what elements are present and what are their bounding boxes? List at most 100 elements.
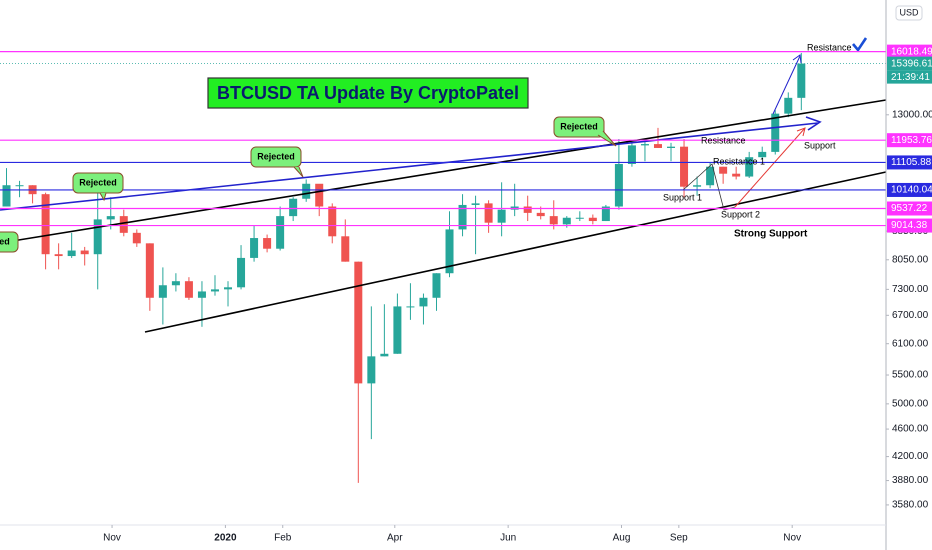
y-tick-label: 6100.00	[892, 338, 929, 349]
candle-body	[171, 281, 180, 286]
candle-body	[667, 146, 676, 148]
candle-body	[2, 185, 11, 207]
candle-body	[197, 291, 206, 298]
candle-body	[640, 144, 649, 146]
bubble: Rejected	[72, 172, 124, 202]
candle-body	[693, 185, 702, 187]
candle-body	[41, 194, 50, 255]
annotation: Rejected	[257, 151, 295, 161]
x-tick-label: Aug	[613, 533, 631, 544]
candles	[2, 52, 806, 483]
candle-body	[797, 63, 806, 98]
bubble: Rejected	[0, 231, 19, 253]
candle-body	[67, 250, 76, 257]
currency-box	[895, 5, 923, 21]
annotation: Strong Support	[734, 229, 808, 240]
candle-body	[614, 163, 623, 207]
candle-body	[158, 285, 167, 298]
annotation: Resistance	[701, 135, 746, 145]
level-tag	[887, 182, 932, 197]
candle-body	[471, 203, 480, 205]
arrow	[734, 127, 806, 208]
level-tag-label: 16018.49	[891, 46, 932, 57]
candle-body	[406, 306, 415, 308]
y-tick-label: 3580.00	[892, 500, 929, 511]
candle-body	[706, 166, 715, 186]
candle-body	[15, 185, 24, 187]
candle-body	[536, 212, 545, 217]
candle-body	[680, 146, 689, 187]
y-tick-label: 8050.00	[892, 254, 929, 265]
level-tag-label: 11105.88	[891, 157, 932, 168]
arrow-head	[796, 127, 806, 137]
bubble-box	[553, 116, 605, 138]
check-mark	[852, 37, 868, 53]
arrow-head	[792, 54, 802, 64]
y-tick-label: 5500.00	[892, 370, 929, 381]
level-tag-label: 9014.38	[891, 220, 928, 231]
candle-body	[601, 206, 610, 222]
candle-body	[732, 173, 741, 177]
x-tick-label: Apr	[387, 533, 403, 544]
level-tag-label: 9537.22	[891, 203, 928, 214]
candle-body	[588, 217, 597, 222]
level-tag	[887, 155, 932, 170]
candle-body	[653, 144, 662, 148]
annotation: Resistance 1	[713, 156, 765, 166]
arrow	[772, 55, 801, 115]
candle-body	[719, 166, 728, 174]
candle-body	[354, 261, 363, 384]
candle-body	[328, 206, 337, 237]
countdown-tag	[887, 70, 932, 84]
bubble: Rejected	[553, 116, 617, 147]
candle-body	[497, 209, 506, 223]
candle-body	[250, 238, 259, 258]
price-axis-bg	[886, 0, 932, 550]
annotation: Rejected	[79, 177, 117, 187]
annotation: Support	[804, 140, 836, 150]
candle-body	[445, 229, 454, 274]
bubble-tail	[99, 192, 107, 202]
chart-title: BTCUSD TA Update By CryptoPatel	[217, 83, 519, 103]
candle-body	[54, 254, 63, 257]
candle-body	[380, 353, 389, 357]
y-tick-label: 3880.00	[892, 475, 929, 486]
level-tag-label: 15396.61	[891, 58, 932, 69]
trend-line	[0, 99, 887, 244]
candle-body	[367, 356, 376, 384]
x-tick-label: 2020	[214, 533, 237, 544]
candle-body	[393, 306, 402, 354]
trend-line	[0, 122, 819, 211]
bubble-box	[250, 146, 302, 168]
candle-body	[93, 219, 102, 255]
candle-body	[341, 236, 350, 262]
candle-body	[315, 183, 324, 207]
candle-body	[119, 216, 128, 233]
level-tag	[887, 56, 932, 71]
candle-body	[771, 113, 780, 152]
y-tick-label: 4200.00	[892, 451, 929, 462]
candle-body	[224, 287, 233, 290]
bubble: Rejected	[250, 146, 304, 178]
x-tick-label: Sep	[670, 533, 688, 544]
candle-body	[745, 157, 754, 177]
x-tick-label: Nov	[103, 533, 121, 544]
candle-body	[458, 204, 467, 230]
bubble-tail	[293, 166, 304, 178]
arrow-head	[805, 116, 822, 131]
y-tick-label: 6700.00	[892, 310, 929, 321]
annotation: Resistance	[807, 42, 852, 52]
candle-body	[419, 297, 428, 307]
candle-body	[237, 257, 246, 288]
level-tag	[887, 133, 932, 148]
level-tag	[887, 218, 932, 233]
level-tag-label: 11953.76	[891, 135, 932, 146]
currency: USD	[899, 7, 919, 17]
candle-body	[432, 273, 441, 298]
annotation: Support 1	[663, 192, 702, 202]
y-tick-label: 4600.00	[892, 424, 929, 435]
candle-body	[627, 145, 636, 164]
trend-line	[144, 171, 887, 333]
annotation: Rejected	[560, 121, 598, 131]
bubble-box	[72, 172, 124, 194]
